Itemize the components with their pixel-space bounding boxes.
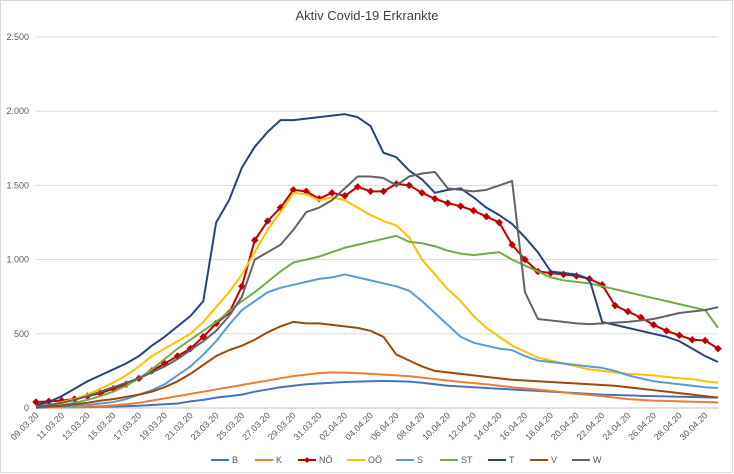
x-tick-label: 09.03.20 xyxy=(9,410,41,442)
x-tick-label: 30.04.20 xyxy=(678,410,710,442)
data-point xyxy=(431,194,439,203)
series-line xyxy=(35,191,719,408)
data-point xyxy=(482,212,491,221)
data-point xyxy=(521,255,529,264)
legend-item: K xyxy=(255,455,282,465)
data-point xyxy=(263,217,272,225)
series-s xyxy=(35,273,719,409)
x-axis: 09.03.2011.03.2013.03.2015.03.2017.03.20… xyxy=(9,407,718,442)
y-tick-label: 0 xyxy=(24,403,29,413)
legend-item: OÖ xyxy=(347,455,382,465)
y-tick-label: 1.500 xyxy=(6,180,29,190)
legend: B K NÖ OÖ S ST T V W xyxy=(211,455,602,465)
series-b xyxy=(35,379,719,409)
legend-item: V xyxy=(530,455,557,465)
series-k xyxy=(35,371,719,409)
series-line xyxy=(35,234,719,409)
data-point xyxy=(495,218,504,227)
data-point xyxy=(328,188,336,197)
legend-label: V xyxy=(551,455,557,465)
data-point xyxy=(238,282,246,291)
legend-item: NÖ xyxy=(298,455,333,465)
legend-label: T xyxy=(509,455,515,465)
y-axis: 0 500 1.000 1.500 2.000 2.500 xyxy=(6,32,29,413)
legend-item: T xyxy=(488,455,515,465)
series-line xyxy=(35,273,719,409)
series-v xyxy=(35,320,719,409)
data-point xyxy=(714,344,722,353)
data-point xyxy=(649,321,658,329)
series-line xyxy=(35,171,719,408)
y-tick-label: 500 xyxy=(14,329,29,339)
data-point xyxy=(379,187,388,196)
legend-item: S xyxy=(396,455,423,465)
series-lines xyxy=(32,113,722,409)
legend-item: ST xyxy=(440,455,473,465)
data-point xyxy=(662,326,671,335)
data-point xyxy=(675,331,684,340)
legend-marker xyxy=(304,457,310,463)
series-line xyxy=(35,182,719,404)
legend-item: B xyxy=(211,455,238,465)
data-point xyxy=(701,336,709,345)
y-tick-label: 2.500 xyxy=(6,32,29,42)
data-point xyxy=(611,301,619,310)
legend-label: B xyxy=(232,455,238,465)
legend-label: S xyxy=(417,455,423,465)
data-point xyxy=(624,307,632,316)
data-point xyxy=(508,240,516,249)
series-line xyxy=(35,371,719,409)
data-point xyxy=(469,206,478,215)
legend-label: K xyxy=(276,455,282,465)
data-point xyxy=(250,236,259,245)
series-line xyxy=(35,379,719,409)
series-o xyxy=(35,191,719,408)
data-point xyxy=(405,181,414,190)
legend-label: OÖ xyxy=(368,455,382,465)
gridlines xyxy=(36,36,718,409)
series-line xyxy=(35,320,719,409)
data-point xyxy=(353,183,362,191)
series-w xyxy=(35,171,719,408)
legend-label: NÖ xyxy=(319,455,333,465)
legend-label: W xyxy=(593,455,602,465)
data-point xyxy=(688,335,697,344)
y-tick-label: 1.000 xyxy=(6,255,29,265)
chart-title: Aktiv Covid-19 Erkrankte xyxy=(295,8,439,23)
legend-label: ST xyxy=(461,455,473,465)
data-point xyxy=(418,188,426,197)
data-point xyxy=(443,199,452,208)
data-point xyxy=(456,202,465,211)
legend-item: W xyxy=(572,455,602,465)
y-tick-label: 2.000 xyxy=(6,106,29,116)
data-point xyxy=(366,187,375,196)
series-st xyxy=(35,234,719,409)
